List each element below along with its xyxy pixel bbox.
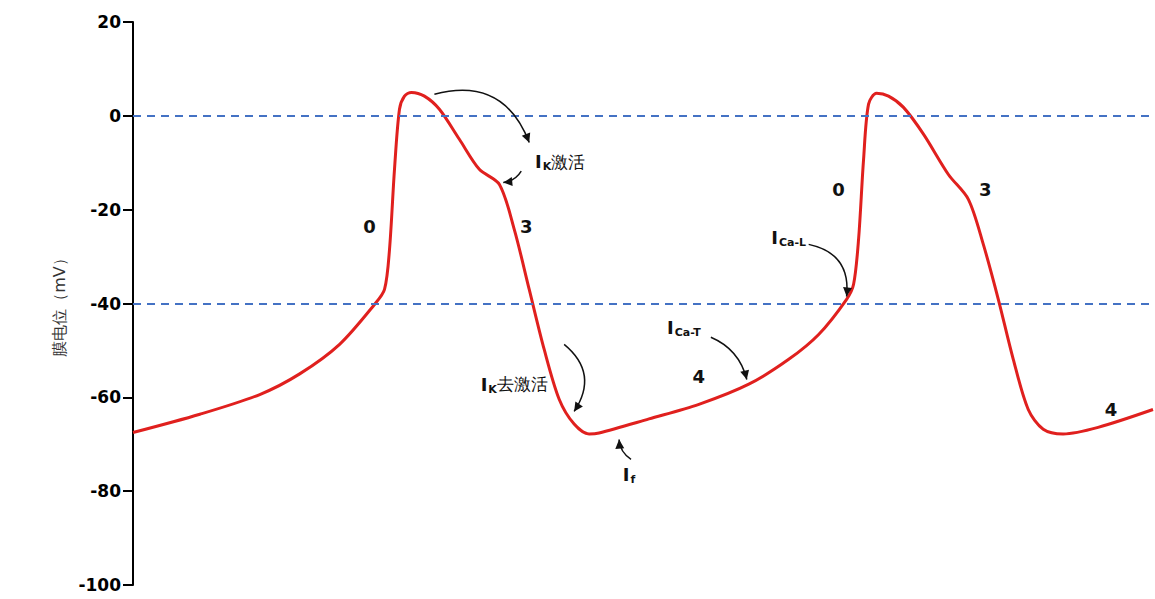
svg-text:-80: -80 [90, 481, 121, 501]
svg-text:I: I [481, 374, 488, 395]
svg-text:3: 3 [520, 216, 533, 237]
svg-text:4: 4 [693, 366, 706, 387]
svg-text:-100: -100 [78, 575, 121, 595]
svg-text:去激活: 去激活 [497, 374, 548, 394]
svg-text:Ca-L: Ca-L [779, 236, 806, 249]
svg-text:-20: -20 [90, 200, 121, 220]
svg-text:I: I [771, 227, 778, 248]
svg-text:f: f [630, 473, 635, 486]
svg-text:K: K [488, 382, 497, 396]
svg-text:I: I [535, 151, 542, 172]
svg-text:0: 0 [363, 216, 376, 237]
svg-text:0: 0 [832, 179, 845, 200]
svg-text:4: 4 [1105, 399, 1118, 420]
svg-text:Ca-T: Ca-T [675, 326, 701, 339]
svg-text:20: 20 [97, 12, 121, 32]
svg-text:-40: -40 [90, 294, 121, 314]
svg-text:-60: -60 [90, 387, 121, 407]
svg-text:激活: 激活 [551, 152, 585, 172]
svg-text:I: I [667, 317, 674, 338]
svg-text:3: 3 [979, 179, 992, 200]
svg-text:I: I [623, 464, 630, 485]
svg-text:K: K [542, 160, 552, 174]
svg-text:膜电位（mV）: 膜电位（mV） [50, 250, 69, 357]
svg-text:0: 0 [109, 106, 121, 126]
